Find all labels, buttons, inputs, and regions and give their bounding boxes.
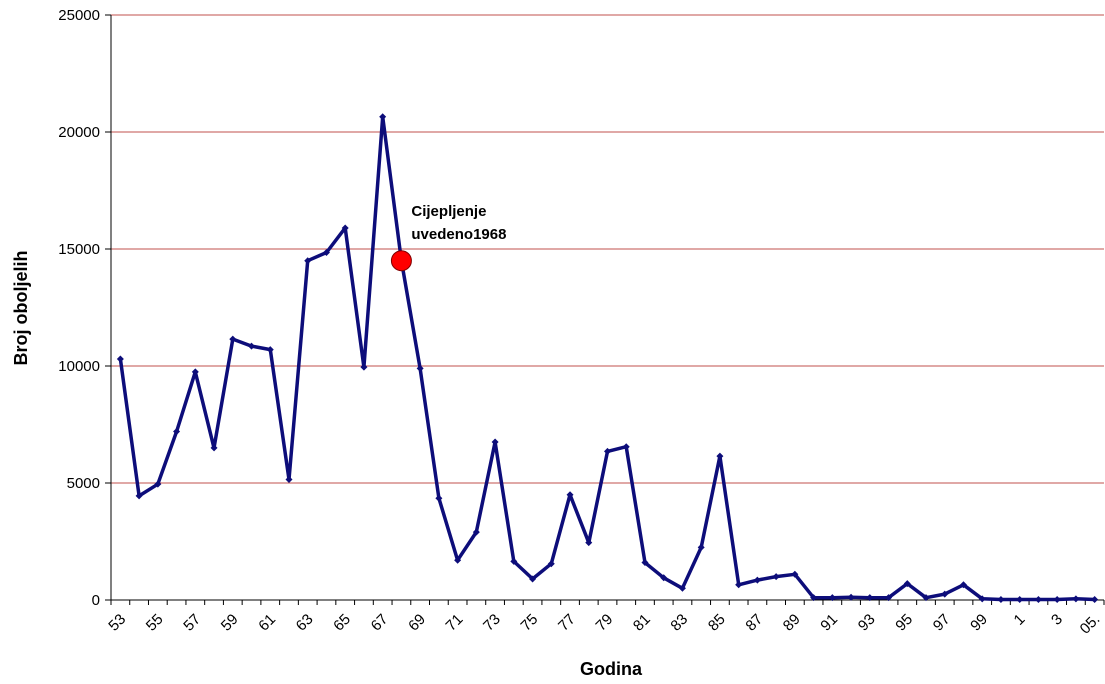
data-point — [510, 557, 518, 565]
data-point — [885, 594, 893, 602]
x-tick-label: 87 — [742, 611, 766, 635]
x-tick-label: 89 — [780, 611, 804, 635]
x-axis-title: Godina — [580, 659, 643, 679]
vaccination-marker — [390, 250, 412, 272]
data-point — [791, 570, 799, 578]
data-point — [866, 594, 874, 602]
data-point — [978, 595, 986, 603]
y-tick-label: 10000 — [58, 358, 100, 375]
x-tick-label: 83 — [667, 611, 691, 635]
data-point — [266, 346, 274, 354]
x-tick-label: 69 — [405, 611, 429, 635]
x-tick-label: 75 — [518, 611, 542, 635]
data-point — [210, 444, 218, 452]
data-point — [941, 590, 949, 598]
x-tick-label: 55 — [143, 611, 167, 635]
data-point — [322, 249, 330, 257]
data-point — [660, 574, 668, 582]
data-point — [416, 364, 424, 372]
y-axis-title: Broj oboljelih — [11, 251, 31, 366]
y-tick-label: 0 — [92, 592, 100, 609]
axes — [105, 14, 1105, 605]
data-point — [604, 447, 611, 455]
y-tick-label: 15000 — [58, 241, 100, 258]
x-tick-label: 63 — [293, 611, 317, 635]
data-point — [585, 539, 593, 547]
data-point — [491, 438, 499, 446]
data-point — [828, 594, 836, 602]
data-point — [116, 355, 124, 363]
x-tick-label: 77 — [555, 611, 579, 635]
data-point — [697, 543, 705, 551]
data-point — [360, 363, 368, 371]
x-tick-label: 67 — [368, 611, 392, 635]
data-point — [753, 576, 761, 584]
data-point — [997, 596, 1005, 604]
x-tick-label: 65 — [330, 611, 354, 635]
data-point — [1072, 595, 1080, 603]
data-point — [566, 491, 574, 499]
y-tick-label: 20000 — [58, 124, 100, 141]
gridlines — [111, 14, 1104, 484]
data-point — [716, 452, 724, 460]
annotation: Cijepljenje uvedeno1968 — [390, 203, 506, 272]
y-tick-label: 5000 — [67, 475, 100, 492]
y-tick-labels: 0 5000 10000 15000 20000 25000 — [58, 7, 100, 609]
data-point — [1091, 596, 1099, 604]
data-point — [191, 368, 199, 376]
data-point — [454, 556, 462, 564]
x-tick-label: 95 — [892, 611, 916, 635]
data-point — [173, 428, 181, 436]
x-tick-label: 79 — [593, 611, 617, 635]
x-tick-label: 53 — [105, 611, 129, 635]
x-tick-label: 59 — [218, 611, 242, 635]
data-point — [735, 581, 743, 589]
x-tick-label: 3 — [1048, 611, 1066, 629]
data-point — [304, 257, 312, 265]
data-point — [622, 443, 630, 451]
x-tick-label: 1 — [1011, 611, 1029, 629]
data-point — [922, 594, 930, 602]
data-point — [903, 580, 911, 588]
data-point — [229, 335, 237, 343]
data-point — [810, 594, 818, 602]
annotation-text: uvedeno1968 — [411, 226, 506, 243]
data-point — [772, 573, 780, 581]
data-point — [472, 528, 480, 536]
data-point — [154, 480, 162, 488]
x-tick-label: 71 — [443, 611, 467, 635]
x-tick-label: 05. — [1077, 611, 1104, 638]
x-tick-label: 57 — [180, 611, 204, 635]
annotation-text: Cijepljenje — [411, 203, 486, 220]
data-point — [641, 559, 649, 567]
x-tick-label: 93 — [855, 611, 879, 635]
data-point — [285, 475, 293, 483]
data-point — [1034, 596, 1042, 604]
data-point — [435, 494, 443, 502]
x-tick-label: 91 — [817, 611, 841, 635]
x-tick-labels: 53 55 57 59 61 63 65 67 69 71 73 75 77 79 81 83 85 87 89 91… — [105, 611, 1103, 638]
data-point — [529, 575, 537, 583]
data-point — [1016, 596, 1024, 604]
data-point — [1053, 596, 1061, 604]
data-point — [678, 584, 686, 592]
x-tick-label: 99 — [967, 611, 991, 635]
data-point — [379, 113, 387, 121]
x-tick-label: 97 — [930, 611, 954, 635]
data-point — [959, 581, 967, 589]
data-point — [248, 342, 256, 350]
data-point — [847, 593, 855, 601]
data-point — [547, 560, 555, 568]
series-line-path — [118, 115, 1095, 602]
series-line — [116, 113, 1099, 604]
y-tick-label: 25000 — [58, 7, 100, 24]
x-tick-label: 85 — [705, 611, 729, 635]
x-tick-label: 61 — [255, 611, 279, 635]
x-tick-label: 73 — [480, 611, 504, 635]
data-point — [341, 224, 349, 232]
data-point — [135, 492, 143, 500]
x-tick-label: 81 — [630, 611, 654, 635]
